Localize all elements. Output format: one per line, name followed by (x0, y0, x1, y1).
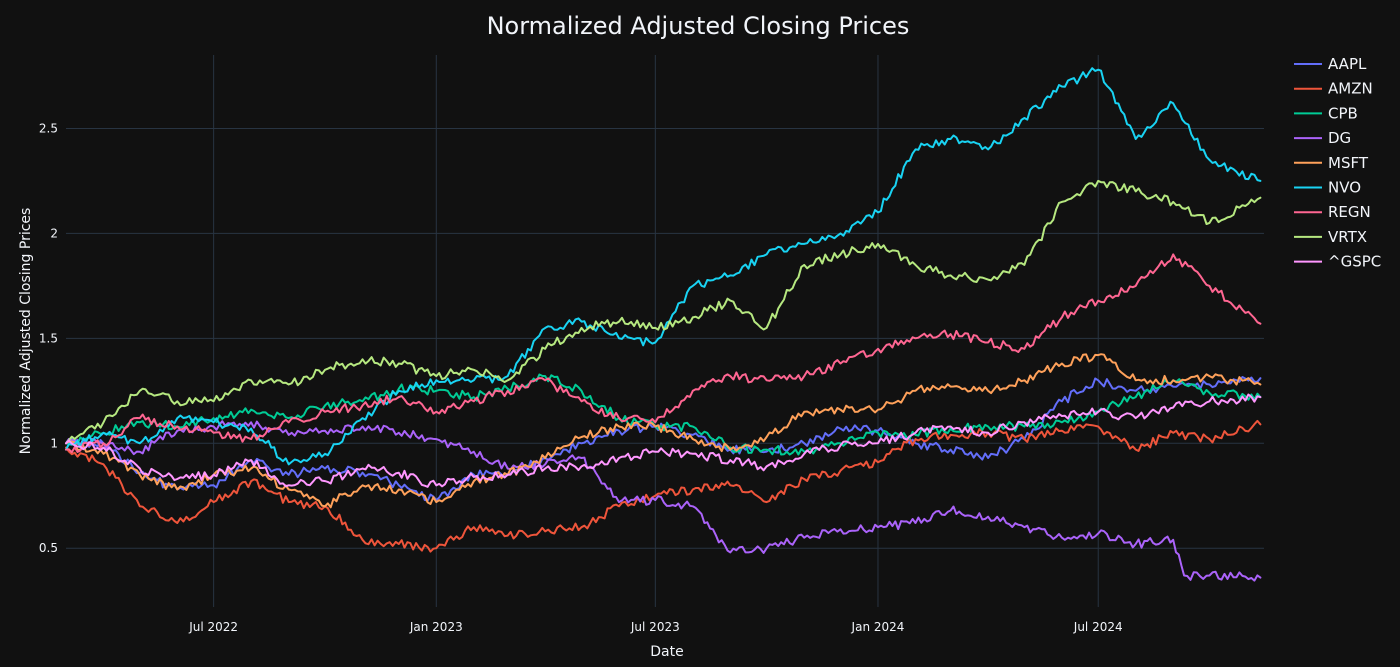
legend-item-cpb[interactable]: CPB (1294, 104, 1358, 122)
x-axis-ticks: Jul 2022 Jan 2023 Jul 2023 Jan 2024 Jul 2024 (188, 620, 1122, 634)
series-line-msft (65, 353, 1262, 509)
x-tick-label: Jul 2022 (188, 620, 238, 634)
legend-label: AAPL (1328, 55, 1367, 73)
series-line-regn (65, 253, 1262, 454)
y-tick-label: 0.5 (39, 541, 58, 555)
x-tick-label: Jul 2024 (1073, 620, 1123, 634)
x-tick-label: Jan 2024 (851, 620, 905, 634)
x-tick-label: Jul 2023 (630, 620, 680, 634)
series-line-cpb (65, 373, 1262, 456)
legend-item-vrtx[interactable]: VRTX (1294, 228, 1367, 246)
legend-item-nvo[interactable]: NVO (1294, 179, 1361, 197)
y-axis-ticks: 0.5 1 1.5 2 2.5 (39, 121, 58, 555)
legend-label: VRTX (1328, 228, 1367, 246)
legend-label: AMZN (1328, 80, 1373, 98)
legend-item-aapl[interactable]: AAPL (1294, 55, 1367, 73)
y-tick-label: 1 (50, 436, 58, 450)
x-tick-label: Jan 2023 (409, 620, 463, 634)
grid (66, 55, 1264, 607)
y-tick-label: 1.5 (39, 331, 58, 345)
legend-label: DG (1328, 129, 1351, 147)
legend-label: NVO (1328, 179, 1361, 197)
legend-label: MSFT (1328, 154, 1369, 172)
series-lines (65, 67, 1262, 582)
legend-label: REGN (1328, 203, 1371, 221)
series-line-amzn (65, 419, 1262, 553)
legend-item-msft[interactable]: MSFT (1294, 154, 1369, 172)
series-line-gspc (65, 393, 1262, 488)
legend-item-amzn[interactable]: AMZN (1294, 80, 1373, 98)
legend-item-dg[interactable]: DG (1294, 129, 1351, 147)
series-line-vrtx (65, 179, 1262, 445)
chart-title: Normalized Adjusted Closing Prices (487, 12, 910, 40)
y-axis-title: Normalized Adjusted Closing Prices (18, 208, 34, 455)
legend-label: CPB (1328, 104, 1358, 122)
x-axis-title: Date (650, 644, 683, 660)
series-line-nvo (65, 67, 1262, 466)
legend-item-regn[interactable]: REGN (1294, 203, 1371, 221)
series-line-dg (65, 420, 1262, 582)
legend-label: ^GSPC (1328, 253, 1381, 271)
legend: AAPL AMZN CPB DG MSFT NVO REGN VRTX ^GSPC (1294, 55, 1381, 271)
legend-item-gspc[interactable]: ^GSPC (1294, 253, 1381, 271)
y-tick-label: 2.5 (39, 121, 58, 135)
y-tick-label: 2 (50, 226, 58, 240)
